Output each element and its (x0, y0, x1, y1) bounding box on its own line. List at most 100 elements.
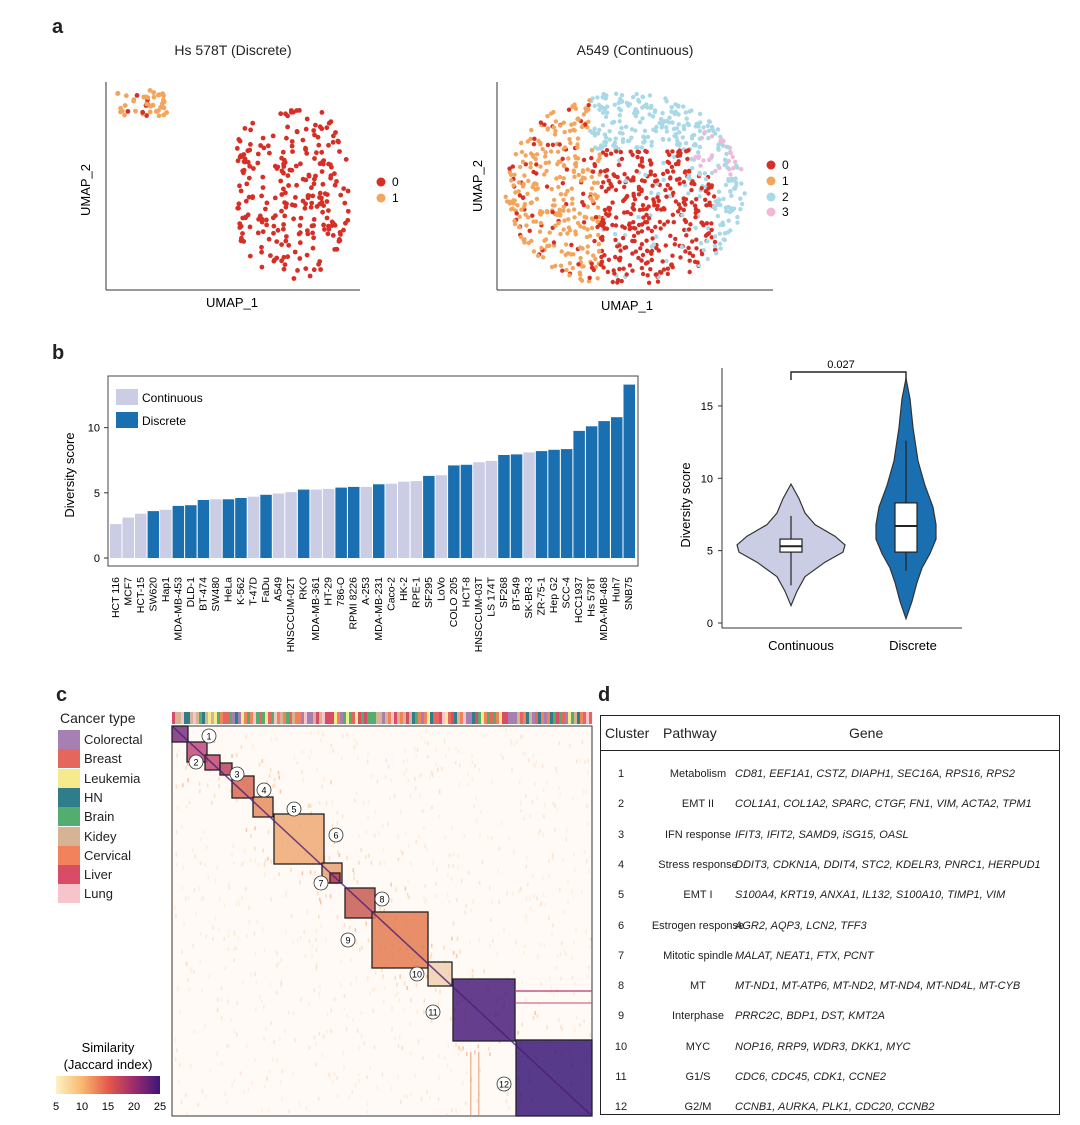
umap-point (522, 237, 527, 242)
umap-point (721, 237, 726, 242)
umap-point (612, 232, 618, 237)
umap-point (716, 163, 721, 168)
heatmap-speck (445, 754, 447, 759)
umap-right-legend-1: 1 (782, 174, 789, 188)
umap-point (678, 255, 683, 260)
umap-point (701, 158, 706, 163)
umap-point (245, 212, 251, 218)
umap-right-points (503, 91, 747, 285)
heatmap-speck (228, 885, 231, 890)
umap-point (687, 109, 692, 114)
heatmap-speck (367, 976, 369, 981)
umap-point (324, 192, 330, 198)
annotation-cell (439, 712, 443, 724)
heatmap-speck (471, 968, 474, 973)
heatmap-speck (233, 932, 236, 937)
bar (235, 498, 247, 558)
bar (485, 460, 498, 558)
umap-point (628, 149, 633, 154)
umap-point (586, 103, 591, 108)
heatmap-speck (185, 1093, 187, 1098)
umap-point (649, 250, 654, 255)
umap-point (319, 110, 325, 115)
umap-point (557, 142, 562, 147)
annotation-cell (229, 712, 233, 724)
umap-point (241, 159, 247, 165)
umap-point (510, 164, 515, 169)
heatmap-speck (521, 980, 523, 985)
heatmap-speck (480, 810, 483, 815)
umap-point (660, 259, 665, 264)
bar-x-label: HeLa (223, 577, 235, 602)
heatmap-speck (390, 898, 393, 903)
bar (423, 475, 435, 558)
umap-point (715, 127, 721, 132)
heatmap-speck (258, 862, 260, 867)
umap-point (551, 197, 557, 203)
umap-point (676, 103, 681, 109)
umap-point (331, 133, 336, 139)
umap-point (675, 153, 680, 159)
heatmap-speck (381, 1072, 384, 1077)
umap-point (667, 115, 672, 120)
umap-point (317, 201, 323, 207)
umap-point (566, 225, 572, 230)
row-cluster: 5 (617, 889, 625, 902)
heatmap-speck (395, 993, 397, 998)
heatmap-speck (249, 858, 252, 863)
umap-point (709, 170, 715, 176)
heatmap-speck (292, 1072, 294, 1077)
heatmap-speck (341, 755, 343, 760)
umap-point (164, 110, 170, 115)
umap-point (652, 203, 657, 208)
heatmap-speck (409, 793, 412, 798)
heatmap-speck (329, 1075, 331, 1080)
heatmap-speck (552, 923, 554, 928)
heatmap-speck (397, 1043, 400, 1048)
umap-point (509, 207, 514, 212)
heatmap-speck (420, 772, 422, 777)
heatmap-speck (366, 1075, 369, 1080)
umap-point (503, 194, 508, 199)
heatmap-speck (539, 942, 542, 947)
heatmap-speck (406, 1095, 408, 1100)
heatmap-speck (376, 1085, 378, 1090)
module-number: 11 (428, 1008, 437, 1018)
heatmap-speck (473, 803, 475, 808)
umap-point (282, 213, 288, 219)
annotation-cell (514, 712, 518, 724)
heatmap-speck (214, 916, 216, 921)
heatmap-speck (307, 804, 310, 809)
heatmap-speck (315, 1062, 317, 1067)
heatmap-speck (325, 893, 327, 898)
module-number-circle (201, 728, 217, 744)
annotation-cell (199, 712, 203, 724)
module-block (253, 797, 273, 817)
umap-point (729, 176, 735, 181)
umap-point (578, 255, 583, 261)
umap-point (716, 197, 721, 202)
umap-point (571, 168, 576, 173)
umap-point (326, 208, 331, 214)
heatmap-speck (398, 998, 400, 1003)
heatmap-speck (462, 1046, 464, 1051)
heatmap-speck (586, 789, 588, 794)
module-number: 6 (333, 831, 338, 841)
umap-point (704, 203, 709, 208)
umap-point (693, 215, 698, 220)
umap-point (554, 176, 559, 181)
umap-point (289, 139, 295, 144)
umap-point (285, 173, 291, 179)
heatmap-speck (476, 1098, 478, 1103)
heatmap-speck (471, 777, 474, 782)
heatmap-speck (429, 1095, 431, 1100)
umap-point (623, 245, 629, 250)
annotation-cell (547, 712, 551, 724)
umap-point (315, 134, 321, 140)
umap-point (343, 157, 349, 162)
heatmap-speck (228, 881, 230, 886)
heatmap-speck (586, 974, 589, 979)
module-number: 5 (291, 805, 296, 815)
cancer-type-label: Colorectal (84, 732, 143, 747)
annotation-cell (238, 712, 242, 724)
